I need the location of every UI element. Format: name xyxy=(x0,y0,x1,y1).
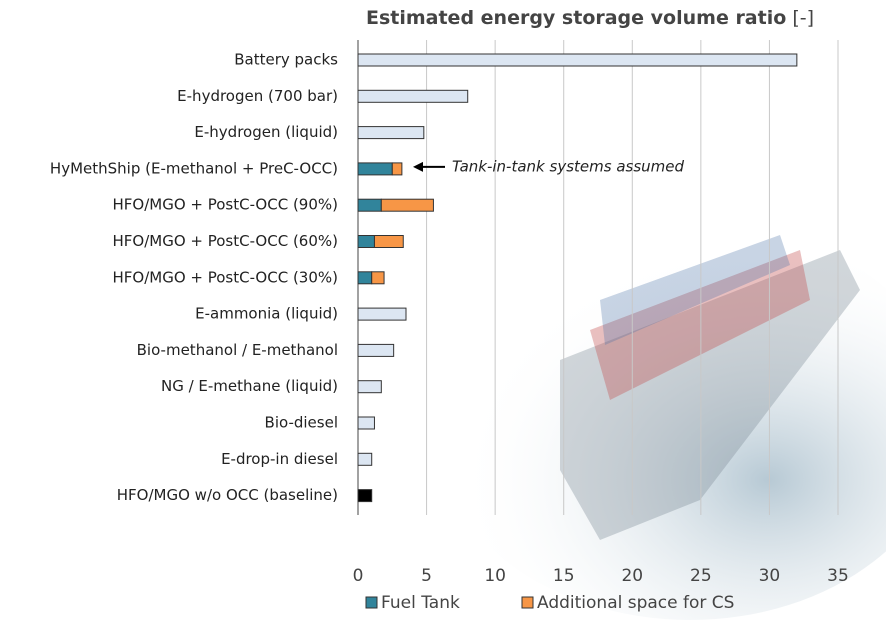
x-tick-label: 30 xyxy=(759,566,781,586)
y-tick-label: HFO/MGO w/o OCC (baseline) xyxy=(117,486,338,504)
legend-label: Additional space for CS xyxy=(537,593,734,613)
title-unit: [-] xyxy=(792,7,814,29)
y-tick-label: HFO/MGO + PostC-OCC (60%) xyxy=(113,232,339,250)
chart-title: Estimated energy storage volume ratio [-… xyxy=(366,7,814,29)
x-tick-label: 0 xyxy=(353,566,364,586)
x-tick-label: 20 xyxy=(621,566,643,586)
y-tick-label: E-hydrogen (liquid) xyxy=(194,123,338,141)
y-tick-label: HFO/MGO + PostC-OCC (30%) xyxy=(113,268,339,286)
bar-segment xyxy=(392,163,402,175)
chart: Estimated energy storage volume ratio [-… xyxy=(0,0,886,622)
y-tick-label: E-drop-in diesel xyxy=(221,450,338,468)
bar-segment xyxy=(358,90,468,102)
x-tick-label: 25 xyxy=(690,566,712,586)
y-tick-label: Bio-methanol / E-methanol xyxy=(137,341,338,359)
title-main: Estimated energy storage volume ratio xyxy=(366,7,786,29)
legend-swatch xyxy=(366,597,377,608)
bar-segment xyxy=(358,236,374,248)
bar-segment xyxy=(358,344,394,356)
bar-segment xyxy=(358,417,374,429)
bar-segment xyxy=(358,54,797,66)
legend-swatch xyxy=(522,597,533,608)
annotation-arrowhead xyxy=(413,162,423,172)
bar-segment xyxy=(358,381,381,393)
bar-segment xyxy=(358,272,372,284)
y-tick-label: E-ammonia (liquid) xyxy=(195,305,338,323)
bar-segment xyxy=(358,490,372,502)
y-tick-label: HyMethShip (E-methanol + PreC-OCC) xyxy=(50,159,338,177)
bar-segment xyxy=(358,308,406,320)
bar-segment xyxy=(381,199,433,211)
bar-segment xyxy=(372,272,384,284)
bar-segment xyxy=(358,163,392,175)
legend-label: Fuel Tank xyxy=(381,593,460,613)
bar-segment xyxy=(374,236,403,248)
page: Estimated energy storage volume ratio [-… xyxy=(0,0,886,622)
bar-segment xyxy=(358,453,372,465)
x-tick-label: 5 xyxy=(421,566,432,586)
annotation: Tank-in-tank systems assumed xyxy=(452,157,684,175)
background-ship xyxy=(430,220,886,620)
y-tick-label: Battery packs xyxy=(234,51,338,69)
y-tick-label: Bio-diesel xyxy=(265,414,338,432)
x-tick-label: 10 xyxy=(484,566,506,586)
x-tick-label: 35 xyxy=(827,566,849,586)
bar-segment xyxy=(358,127,424,139)
x-tick-label: 15 xyxy=(553,566,575,586)
y-tick-label: HFO/MGO + PostC-OCC (90%) xyxy=(113,196,339,214)
bar-segment xyxy=(358,199,381,211)
y-tick-label: NG / E-methane (liquid) xyxy=(161,377,338,395)
y-tick-label: E-hydrogen (700 bar) xyxy=(177,87,338,105)
